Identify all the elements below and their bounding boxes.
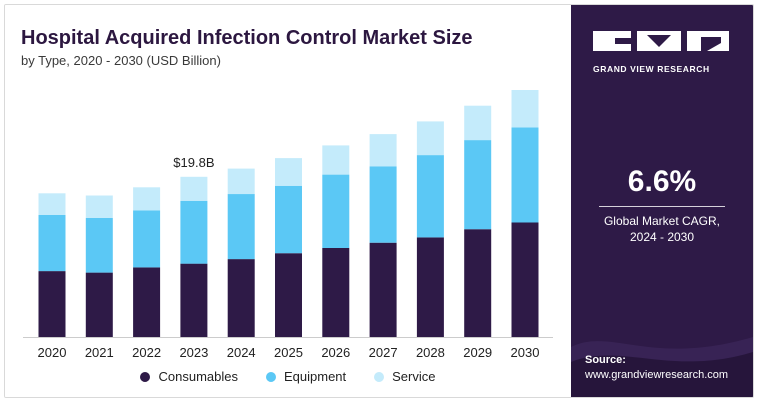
bar-consumables-2030 bbox=[511, 222, 539, 337]
legend-swatch-consumables bbox=[140, 371, 151, 382]
bar-chart: 2020 2021 2022 2023 $19.8B 2024 2025 2026 2027 20… bbox=[23, 90, 553, 360]
x-tick-label-2027: 2027 bbox=[369, 345, 398, 360]
bar-service-2027 bbox=[369, 134, 397, 167]
bar-consumables-2026 bbox=[322, 247, 350, 337]
x-tick-label-2024: 2024 bbox=[227, 345, 256, 360]
bar-equipment-2023 bbox=[180, 200, 208, 264]
bar-consumables-2029 bbox=[464, 229, 492, 337]
brand-logo: GRAND VIEW RESEARCH bbox=[593, 29, 733, 74]
data-label-2023: $19.8B bbox=[173, 155, 214, 170]
bar-equipment-2024 bbox=[227, 194, 255, 260]
bar-consumables-2027 bbox=[369, 242, 397, 337]
bar-service-2020 bbox=[38, 193, 66, 215]
logo-icon bbox=[593, 31, 729, 51]
chart-area: Hospital Acquired Infection Control Mark… bbox=[5, 5, 571, 397]
chart-card: Hospital Acquired Infection Control Mark… bbox=[4, 4, 754, 398]
cagr-label-line2: 2024 - 2030 bbox=[629, 230, 695, 244]
x-tick-label-2026: 2026 bbox=[321, 345, 350, 360]
x-tick-label-2023: 2023 bbox=[179, 345, 208, 360]
legend-label-service: Service bbox=[392, 369, 436, 384]
bar-service-2024 bbox=[227, 168, 255, 195]
source-note: Source: www.grandviewresearch.com bbox=[585, 353, 728, 383]
cagr-label-line1: Global Market CAGR, bbox=[603, 214, 721, 228]
bar-service-2023 bbox=[180, 176, 208, 201]
bar-equipment-2027 bbox=[369, 166, 397, 243]
x-tick-label-2022: 2022 bbox=[132, 345, 161, 360]
bar-service-2022 bbox=[133, 187, 161, 211]
bar-equipment-2028 bbox=[416, 155, 444, 238]
bar-consumables-2023 bbox=[180, 263, 208, 337]
legend-item-equipment: Equipment bbox=[265, 369, 347, 384]
bar-equipment-2030 bbox=[511, 127, 539, 223]
legend-item-consumables: Consumables bbox=[140, 369, 238, 384]
source-label: Source: bbox=[585, 354, 626, 366]
bar-consumables-2028 bbox=[416, 237, 444, 337]
sidebar-panel: GRAND VIEW RESEARCH 6.6% Global Market C… bbox=[571, 5, 753, 397]
legend-swatch-service bbox=[374, 371, 385, 382]
bar-equipment-2026 bbox=[322, 174, 350, 248]
cagr-label: Global Market CAGR, 2024 - 2030 bbox=[571, 213, 753, 245]
bar-equipment-2022 bbox=[133, 210, 161, 268]
bar-consumables-2025 bbox=[275, 253, 302, 337]
bar-service-2025 bbox=[275, 158, 302, 186]
cagr-value: 6.6% bbox=[627, 165, 697, 198]
legend-swatch-equipment bbox=[265, 371, 276, 382]
x-tick-label-2030: 2030 bbox=[511, 345, 540, 360]
x-tick-label-2025: 2025 bbox=[274, 345, 303, 360]
bar-equipment-2025 bbox=[275, 185, 302, 254]
x-tick-label-2020: 2020 bbox=[38, 345, 67, 360]
chart-title: Hospital Acquired Infection Control Mark… bbox=[21, 27, 473, 49]
x-tick-label-2029: 2029 bbox=[463, 345, 492, 360]
chart-legend: Consumables Equipment Service bbox=[5, 369, 571, 384]
legend-label-consumables: Consumables bbox=[158, 369, 238, 384]
chart-subtitle: by Type, 2020 - 2030 (USD Billion) bbox=[21, 53, 221, 68]
cagr-divider bbox=[599, 206, 725, 207]
source-url[interactable]: www.grandviewresearch.com bbox=[585, 369, 729, 381]
bar-consumables-2021 bbox=[85, 272, 113, 337]
bar-equipment-2029 bbox=[464, 140, 492, 230]
bar-service-2021 bbox=[85, 195, 113, 218]
bar-service-2030 bbox=[511, 90, 539, 128]
x-tick-label-2028: 2028 bbox=[416, 345, 445, 360]
bar-equipment-2020 bbox=[38, 215, 66, 272]
bar-consumables-2020 bbox=[38, 271, 66, 337]
decorative-wave bbox=[571, 337, 753, 397]
brand-name: GRAND VIEW RESEARCH bbox=[593, 64, 710, 74]
bar-consumables-2022 bbox=[133, 267, 161, 337]
legend-label-equipment: Equipment bbox=[283, 369, 347, 384]
bar-service-2026 bbox=[322, 145, 350, 175]
bar-service-2029 bbox=[464, 105, 492, 141]
bar-consumables-2024 bbox=[227, 259, 255, 337]
x-tick-label-2021: 2021 bbox=[85, 345, 114, 360]
bar-equipment-2021 bbox=[85, 218, 113, 273]
bar-service-2028 bbox=[416, 121, 444, 156]
legend-item-service: Service bbox=[374, 369, 436, 384]
